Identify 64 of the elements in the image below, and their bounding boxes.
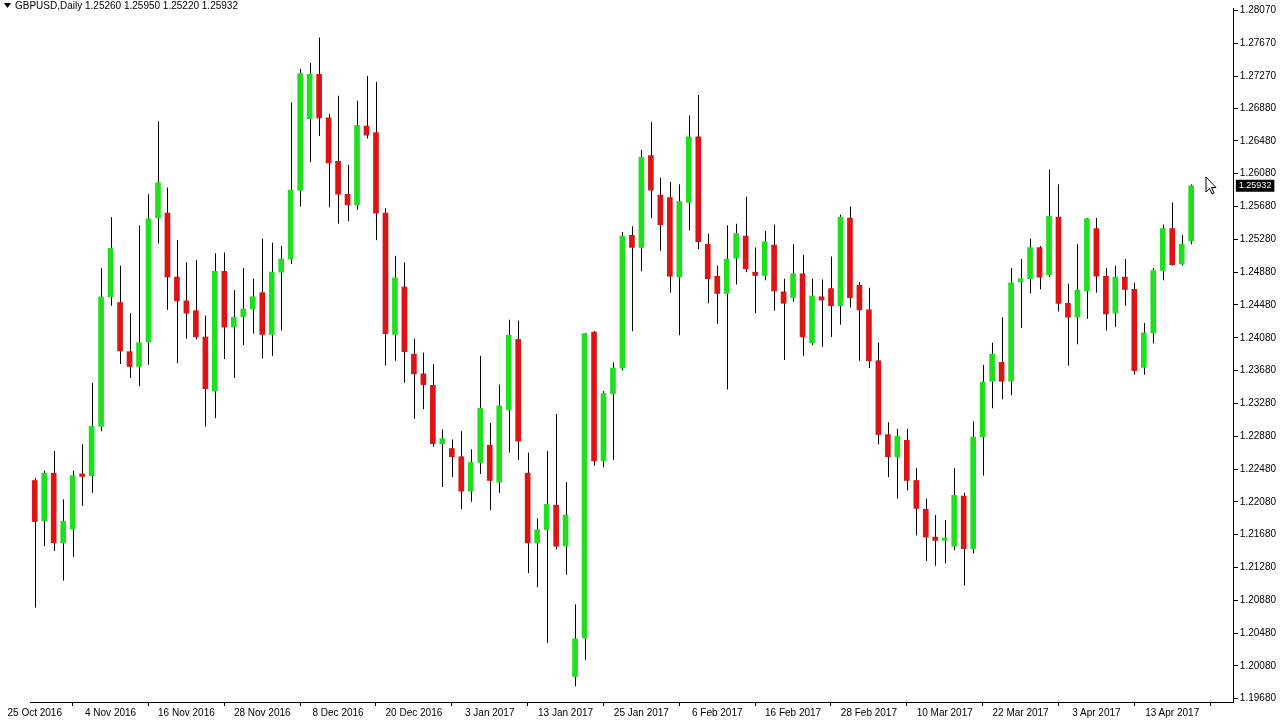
x-tick-label: 28 Nov 2016 — [233, 706, 292, 718]
candlestick — [240, 267, 247, 346]
candlestick — [79, 443, 85, 507]
x-tick-label: 8 Dec 2016 — [312, 706, 365, 718]
text: 1.25932 — [1238, 180, 1272, 191]
candlestick — [278, 245, 285, 331]
candlestick — [1178, 234, 1185, 267]
x-tick-label: 13 Apr 2017 — [1145, 706, 1200, 718]
candlestick — [448, 438, 455, 478]
x-tick-label: 16 Nov 2016 — [158, 706, 216, 718]
y-tick-label: 1.28070 — [1239, 4, 1277, 16]
y-tick-label: 1.24080 — [1239, 331, 1277, 343]
y-tick-label: 1.24880 — [1239, 265, 1277, 277]
candlestick — [818, 279, 825, 348]
y-tick-label: 1.23680 — [1239, 364, 1277, 376]
x-tick-label: 25 Jan 2017 — [613, 706, 670, 718]
candlestick — [629, 225, 635, 332]
candlestick — [714, 265, 721, 325]
candlestick — [249, 278, 256, 335]
y-tick-label: 1.20480 — [1239, 626, 1277, 638]
y-tick-label: 1.26080 — [1239, 167, 1277, 179]
y-tick-label: 1.26880 — [1239, 101, 1277, 113]
y-tick-label: 1.20880 — [1239, 594, 1277, 606]
x-tick-label: 25 Oct 2016 — [7, 706, 63, 718]
candlestick — [998, 316, 1005, 400]
y-tick-label: 1.27270 — [1239, 69, 1277, 81]
candlestick — [439, 429, 446, 488]
y-tick-label: 1.26480 — [1239, 134, 1277, 146]
y-tick-label: 1.19680 — [1239, 692, 1277, 704]
y-tick-label: 1.25280 — [1239, 233, 1277, 245]
y-tick-label: 1.22080 — [1239, 495, 1277, 507]
candlestick — [1017, 258, 1024, 329]
y-tick-label: 1.22480 — [1239, 462, 1277, 474]
candlestick — [752, 247, 758, 314]
y-tick-label: 1.24480 — [1239, 298, 1277, 310]
x-tick-label: 4 Nov 2016 — [84, 706, 137, 718]
x-tick-label: 3 Jan 2017 — [464, 706, 515, 718]
x-tick-label: 28 Feb 2017 — [840, 706, 898, 718]
x-tick-label: 6 Feb 2017 — [691, 706, 743, 718]
candlestick — [828, 256, 834, 338]
x-tick-label: 13 Jan 2017 — [538, 706, 594, 718]
candlestick — [1122, 258, 1128, 307]
y-tick-label: 1.21280 — [1239, 561, 1277, 573]
chart-title: GBPUSD,Daily 1.25260 1.25950 1.25220 1.25932 — [15, 0, 238, 11]
candlestick — [411, 338, 417, 420]
y-tick-label: 1.21680 — [1239, 528, 1277, 540]
candlestick — [885, 421, 891, 478]
y-tick-label: 1.23280 — [1239, 397, 1277, 409]
candlestick — [1065, 283, 1071, 367]
y-tick-label: 1.27670 — [1239, 37, 1277, 49]
x-tick-label: 22 Mar 2017 — [992, 706, 1050, 718]
candlestick — [941, 519, 948, 564]
y-tick-label: 1.20080 — [1239, 659, 1277, 671]
y-tick-label: 1.22880 — [1239, 429, 1277, 441]
x-tick-label: 3 Apr 2017 — [1072, 706, 1122, 718]
x-tick-label: 10 Mar 2017 — [916, 706, 974, 718]
y-tick-label: 1.25680 — [1239, 200, 1277, 212]
candlestick — [126, 312, 133, 379]
x-tick-label: 20 Dec 2016 — [385, 706, 443, 718]
x-tick-label: 16 Feb 2017 — [764, 706, 822, 718]
candlestick — [60, 498, 67, 582]
candlestick — [230, 289, 237, 379]
candlestick — [932, 514, 939, 567]
candlestick — [534, 517, 540, 588]
